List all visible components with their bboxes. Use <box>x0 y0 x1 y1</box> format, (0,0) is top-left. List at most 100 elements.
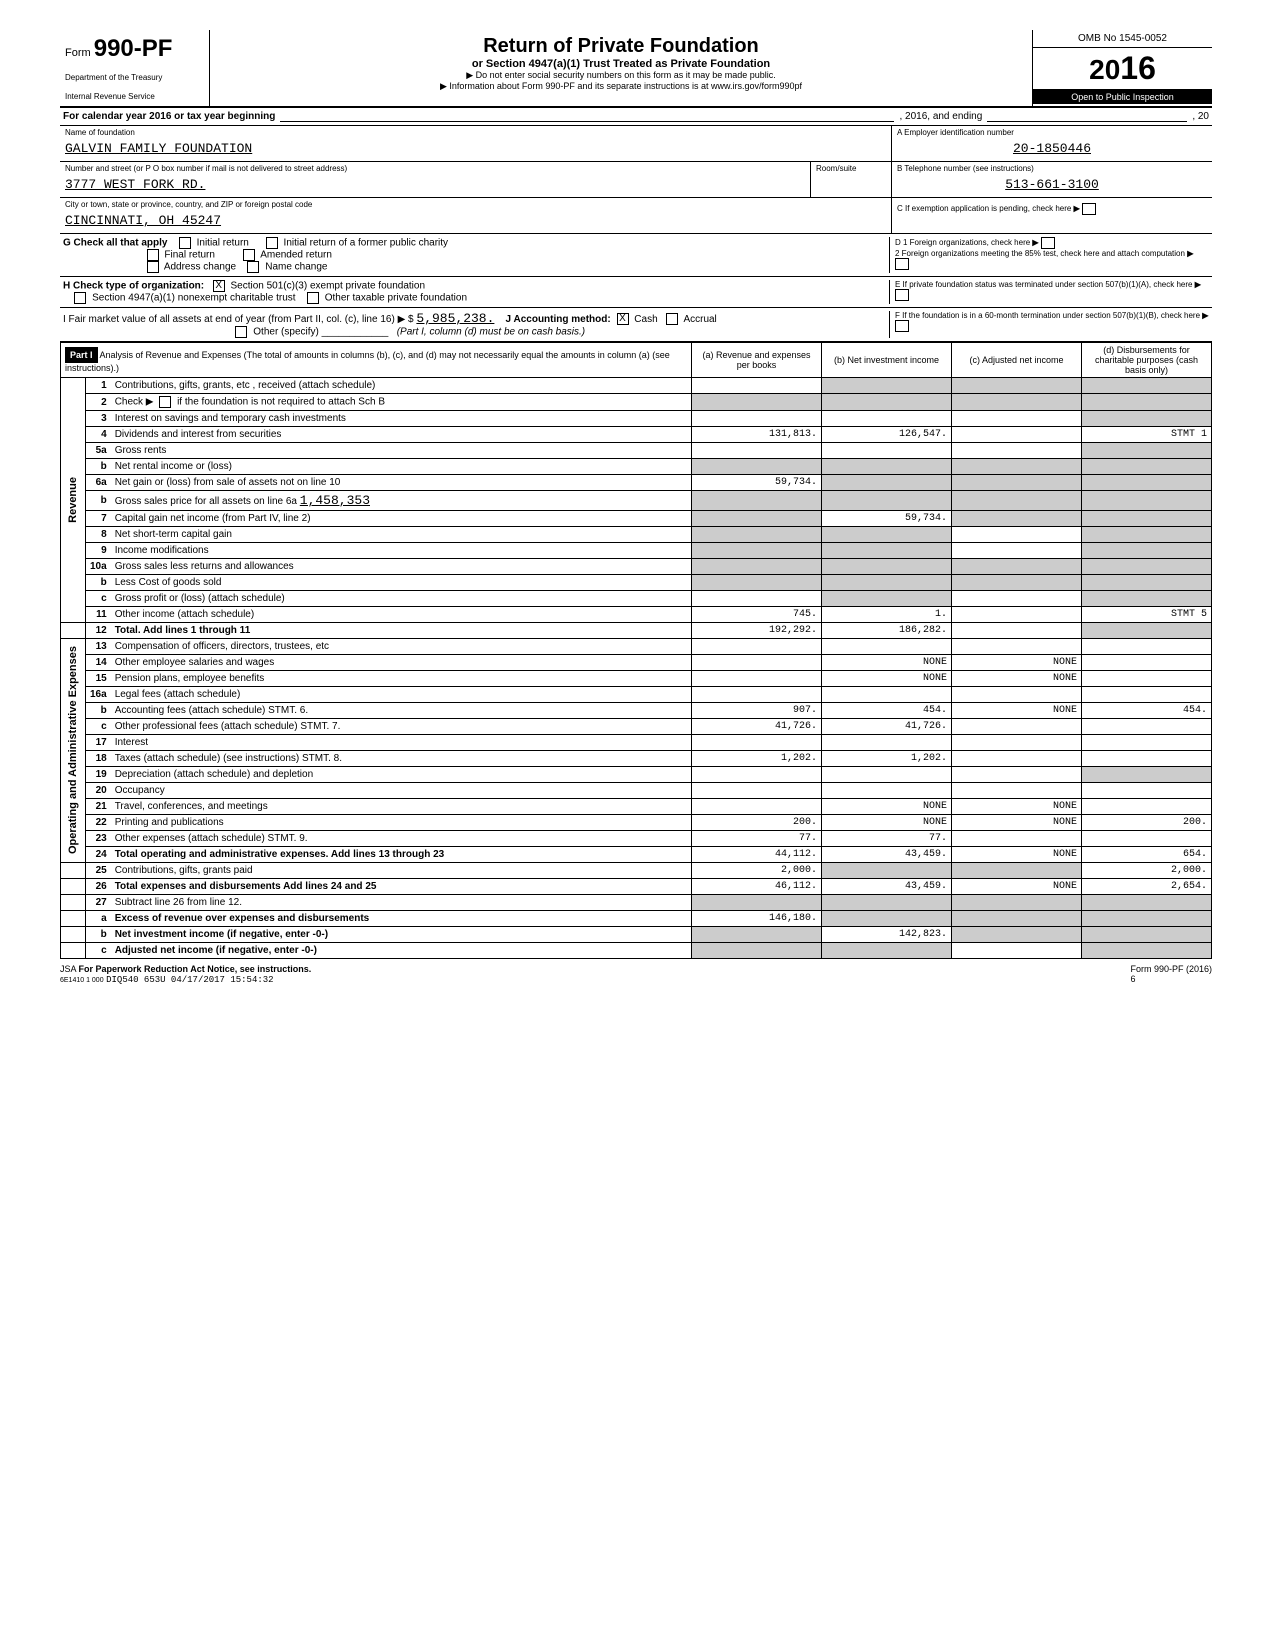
l2-checkbox[interactable] <box>159 396 171 408</box>
check-row-ij: I Fair market value of all assets at end… <box>60 308 1212 342</box>
line-11: 11Other income (attach schedule)745.1.ST… <box>61 607 1212 623</box>
l5b-desc: Net rental income or (loss) <box>111 459 692 475</box>
line-5b: bNet rental income or (loss) <box>61 459 1212 475</box>
l27c-desc: Adjusted net income (if negative, enter … <box>115 945 317 956</box>
final-label: Final return <box>164 250 215 261</box>
l21-desc: Travel, conferences, and meetings <box>111 799 692 815</box>
i-value: 5,985,238. <box>416 311 494 326</box>
l16b-desc: Accounting fees (attach schedule) STMT. … <box>111 703 692 719</box>
paperwork-notice: For Paperwork Reduction Act Notice, see … <box>79 964 312 974</box>
col-d-header: (d) Disbursements for charitable purpose… <box>1082 343 1212 378</box>
l24-c: NONE <box>952 847 1082 863</box>
l7-b: 59,734. <box>822 511 952 527</box>
h-501-checkbox[interactable]: X <box>213 280 225 292</box>
amended-checkbox[interactable] <box>243 249 255 261</box>
name-change-checkbox[interactable] <box>247 261 259 273</box>
page-num: 6 <box>1130 974 1135 984</box>
l25-d: 2,000. <box>1082 863 1212 879</box>
f-checkbox[interactable] <box>895 320 909 332</box>
l25-a: 2,000. <box>692 863 822 879</box>
l22-a: 200. <box>692 815 822 831</box>
line-27c: cAdjusted net income (if negative, enter… <box>61 943 1212 959</box>
l18-b: 1,202. <box>822 751 952 767</box>
line-16b: bAccounting fees (attach schedule) STMT.… <box>61 703 1212 719</box>
line-16c: cOther professional fees (attach schedul… <box>61 719 1212 735</box>
calendar-blank-2[interactable] <box>987 111 1187 122</box>
col-c-header: (c) Adjusted net income <box>952 343 1082 378</box>
l26-b: 43,459. <box>822 879 952 895</box>
calendar-text: For calendar year 2016 or tax year begin… <box>63 111 275 122</box>
dept-text: Department of the Treasury <box>65 73 204 82</box>
form-number: Form 990-PF <box>65 35 204 63</box>
h-4947-checkbox[interactable] <box>74 292 86 304</box>
line-22: 22Printing and publications200.NONENONE2… <box>61 815 1212 831</box>
col-b-header: (b) Net investment income <box>822 343 952 378</box>
city-value: CINCINNATI, OH 45247 <box>60 211 891 233</box>
l6b-val: 1,458,353 <box>300 493 370 508</box>
main-title: Return of Private Foundation <box>215 35 1027 58</box>
part1-title: Analysis of Revenue and Expenses (The to… <box>65 350 670 373</box>
identity-right: A Employer identification number 20-1850… <box>892 126 1212 233</box>
year-box: OMB No 1545-0052 2016 Open to Public Ins… <box>1032 30 1212 106</box>
initial-checkbox[interactable] <box>179 237 191 249</box>
final-checkbox[interactable] <box>147 249 159 261</box>
c-checkbox[interactable] <box>1082 203 1096 215</box>
h-501-label: Section 501(c)(3) exempt private foundat… <box>230 281 425 292</box>
l26-d: 2,654. <box>1082 879 1212 895</box>
j-other-checkbox[interactable] <box>235 326 247 338</box>
inspection-notice: Open to Public Inspection <box>1033 90 1212 104</box>
j-accrual-checkbox[interactable] <box>666 313 678 325</box>
l10b-desc: Less Cost of goods sold <box>111 575 692 591</box>
part1-table: Part I Analysis of Revenue and Expenses … <box>60 342 1212 959</box>
line-18: 18Taxes (attach schedule) (see instructi… <box>61 751 1212 767</box>
line-25: 25Contributions, gifts, grants paid2,000… <box>61 863 1212 879</box>
j-cash-checkbox[interactable]: X <box>617 313 629 325</box>
tax-year: 2016 <box>1033 48 1212 90</box>
title-box: Return of Private Foundation or Section … <box>210 30 1032 106</box>
l18-desc: Taxes (attach schedule) (see instruction… <box>111 751 692 767</box>
line-13: Operating and Administrative Expenses13C… <box>61 639 1212 655</box>
calendar-row: For calendar year 2016 or tax year begin… <box>60 108 1212 126</box>
city-label: City or town, state or province, country… <box>60 198 891 211</box>
h-label: H Check type of organization: <box>63 281 204 292</box>
l27b-b: 142,823. <box>822 927 952 943</box>
initial-former-checkbox[interactable] <box>266 237 278 249</box>
line-15: 15Pension plans, employee benefitsNONENO… <box>61 671 1212 687</box>
address-change-checkbox[interactable] <box>147 261 159 273</box>
l22-desc: Printing and publications <box>111 815 692 831</box>
l1-desc: Contributions, gifts, grants, etc , rece… <box>111 378 692 394</box>
address-value: 3777 WEST FORK RD. <box>60 175 810 197</box>
l23-a: 77. <box>692 831 822 847</box>
line-21: 21Travel, conferences, and meetingsNONEN… <box>61 799 1212 815</box>
line-2: 2Check ▶ if the foundation is not requir… <box>61 394 1212 411</box>
l11-desc: Other income (attach schedule) <box>111 607 692 623</box>
e-checkbox[interactable] <box>895 289 909 301</box>
l21-b: NONE <box>822 799 952 815</box>
line-10c: cGross profit or (loss) (attach schedule… <box>61 591 1212 607</box>
l10a-desc: Gross sales less returns and allowances <box>111 559 692 575</box>
d2-label: 2 Foreign organizations meeting the 85% … <box>895 249 1185 258</box>
d2-checkbox[interactable] <box>895 258 909 270</box>
h-other-checkbox[interactable] <box>307 292 319 304</box>
identity-left: Name of foundation GALVIN FAMILY FOUNDAT… <box>60 126 892 233</box>
j-note: (Part I, column (d) must be on cash basi… <box>397 327 585 338</box>
l24-a: 44,112. <box>692 847 822 863</box>
calendar-blank-1[interactable] <box>280 111 894 122</box>
l8-desc: Net short-term capital gain <box>111 527 692 543</box>
check-row-h: H Check type of organization: X Section … <box>60 277 1212 308</box>
l22-c: NONE <box>952 815 1082 831</box>
l16c-b: 41,726. <box>822 719 952 735</box>
e-label: E If private foundation status was termi… <box>895 280 1192 289</box>
address-change-label: Address change <box>164 262 236 273</box>
l24-d: 654. <box>1082 847 1212 863</box>
line-27b: bNet investment income (if negative, ent… <box>61 927 1212 943</box>
line-6a: 6aNet gain or (loss) from sale of assets… <box>61 475 1212 491</box>
d1-checkbox[interactable] <box>1041 237 1055 249</box>
line-27a: aExcess of revenue over expenses and dis… <box>61 911 1212 927</box>
l6a-desc: Net gain or (loss) from sale of assets n… <box>111 475 692 491</box>
l24-desc: Total operating and administrative expen… <box>115 849 445 860</box>
l4-d: STMT 1 <box>1082 427 1212 443</box>
l7-desc: Capital gain net income (from Part IV, l… <box>111 511 692 527</box>
line-3: 3Interest on savings and temporary cash … <box>61 411 1212 427</box>
subtitle: or Section 4947(a)(1) Trust Treated as P… <box>215 58 1027 70</box>
